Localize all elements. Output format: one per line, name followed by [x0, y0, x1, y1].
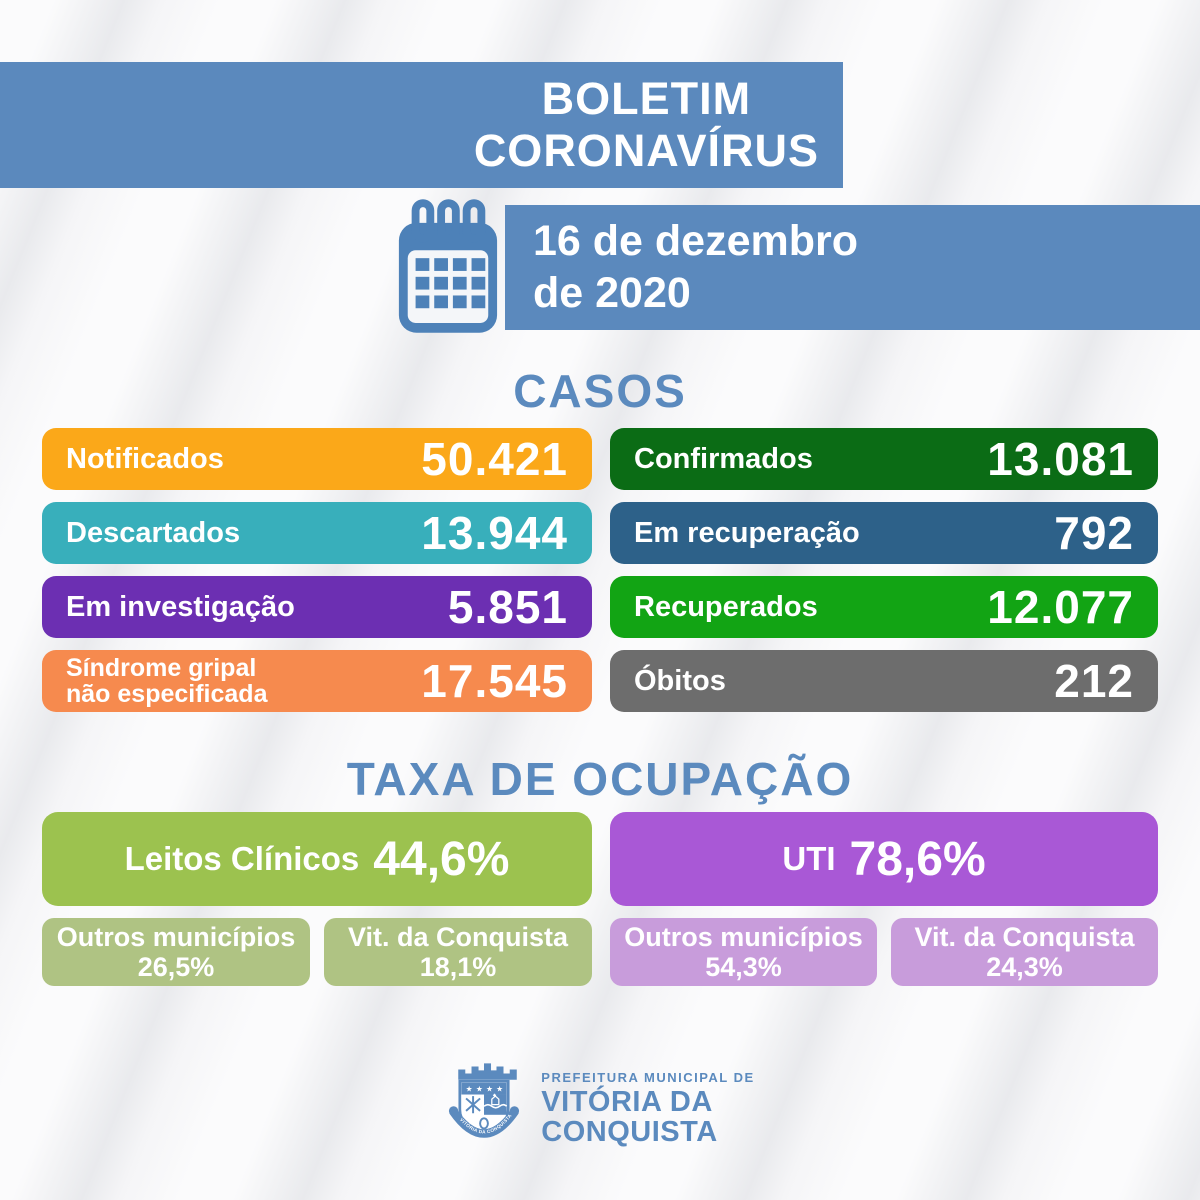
sub-value: 24,3%: [986, 952, 1063, 982]
sub-value: 26,5%: [137, 952, 215, 982]
svg-text:★: ★: [496, 1084, 503, 1093]
clinical-vitoria-conquista: Vit. da Conquista 18,1%: [324, 918, 592, 986]
stat-value: 5.851: [447, 581, 568, 633]
calendar-icon: [393, 196, 501, 338]
stat-bar-sindrome-gripal: Síndrome gripal não especificada 17.545: [42, 650, 592, 712]
cases-grid: Notificados 50.421 Confirmados 13.081 De…: [42, 428, 1158, 712]
stat-bar-confirmados: Confirmados 13.081: [610, 428, 1158, 490]
stat-label: Confirmados: [634, 442, 813, 475]
city-crest-logo: ★ ★ ★ ★ VITÓRIA DA CONQUISTA: [445, 1057, 523, 1162]
sub-label: Vit. da Conquista: [914, 921, 1135, 952]
stat-bar-recuperados: Recuperados 12.077: [610, 576, 1158, 638]
date-line2: de 2020: [533, 268, 691, 317]
footer-org-name: PREFEITURA MUNICIPAL DE VITÓRIA DA CONQU…: [541, 1070, 754, 1147]
stat-bar-descartados: Descartados 13.944: [42, 502, 592, 564]
stat-value: 13.944: [421, 507, 568, 559]
stat-label: Notificados: [66, 442, 224, 475]
occupancy-heading: TAXA DE OCUPAÇÃO: [346, 753, 854, 805]
stat-value: 12.077: [987, 581, 1134, 633]
occupancy-clinical-column: Leitos Clínicos 44,6% Outros municípios …: [42, 812, 592, 986]
stat-value: 212: [1054, 655, 1134, 707]
sub-value: 54,3%: [705, 952, 782, 982]
clinical-beds-value: 44,6%: [373, 832, 510, 886]
footer-org-line2: CONQUISTA: [541, 1116, 718, 1148]
clinical-beds-label: Leitos Clínicos: [124, 840, 360, 877]
svg-text:★: ★: [486, 1084, 493, 1093]
header-banner: BOLETIM CORONAVÍRUS: [0, 62, 843, 188]
clinical-beds-subrow: Outros municípios 26,5% Vit. da Conquist…: [42, 918, 592, 986]
footer-org-small: PREFEITURA MUNICIPAL DE: [541, 1070, 755, 1086]
occupancy-icu-column: UTI 78,6% Outros municípios 54,3% Vit. d…: [610, 812, 1158, 986]
stat-value: 17.545: [421, 655, 568, 707]
stat-value: 50.421: [421, 433, 568, 485]
svg-text:★: ★: [476, 1084, 483, 1093]
stat-bar-obitos: Óbitos 212: [610, 650, 1158, 712]
icu-label: UTI: [782, 840, 836, 877]
icu-other-municipalities: Outros municípios 54,3%: [610, 918, 877, 986]
svg-text:★: ★: [466, 1084, 473, 1093]
date-line1: 16 de dezembro: [533, 216, 858, 265]
icu-subrow: Outros municípios 54,3% Vit. da Conquist…: [610, 918, 1158, 986]
stat-label: Síndrome gripal não especificada: [66, 653, 268, 708]
date-banner: 16 de dezembro de 2020: [505, 205, 1200, 330]
clinical-beds-bar: Leitos Clínicos 44,6%: [42, 812, 592, 906]
clinical-other-municipalities: Outros municípios 26,5%: [42, 918, 310, 986]
sub-value: 18,1%: [419, 952, 497, 982]
stat-bar-notificados: Notificados 50.421: [42, 428, 592, 490]
occupancy-grid: Leitos Clínicos 44,6% Outros municípios …: [42, 812, 1158, 986]
sub-label: Outros municípios: [56, 921, 296, 952]
sub-label: Vit. da Conquista: [347, 921, 569, 952]
icu-value: 78,6%: [849, 832, 986, 886]
page-title-line1: BOLETIM: [541, 73, 752, 125]
page-title-line2: CORONAVÍRUS: [473, 125, 819, 176]
cases-heading: CASOS: [513, 365, 687, 417]
sub-label: Outros municípios: [624, 921, 863, 952]
stat-label: Em investigação: [66, 590, 295, 623]
page-title: BOLETIM CORONAVÍRUS: [474, 73, 819, 177]
stat-value: 792: [1054, 507, 1134, 559]
icu-bar: UTI 78,6%: [610, 812, 1158, 906]
stat-bar-em-investigacao: Em investigação 5.851: [42, 576, 592, 638]
stat-label: Em recuperação: [634, 516, 860, 549]
stat-label: Óbitos: [634, 664, 726, 697]
footer: ★ ★ ★ ★ VITÓRIA DA CONQUISTA: [0, 1044, 1200, 1174]
footer-org-line1: VITÓRIA DA: [541, 1086, 713, 1119]
stat-value: 13.081: [987, 433, 1134, 485]
icu-vitoria-conquista: Vit. da Conquista 24,3%: [891, 918, 1158, 986]
stat-label: Descartados: [66, 516, 241, 549]
stat-bar-em-recuperacao: Em recuperação 792: [610, 502, 1158, 564]
stat-label: Recuperados: [634, 590, 818, 623]
